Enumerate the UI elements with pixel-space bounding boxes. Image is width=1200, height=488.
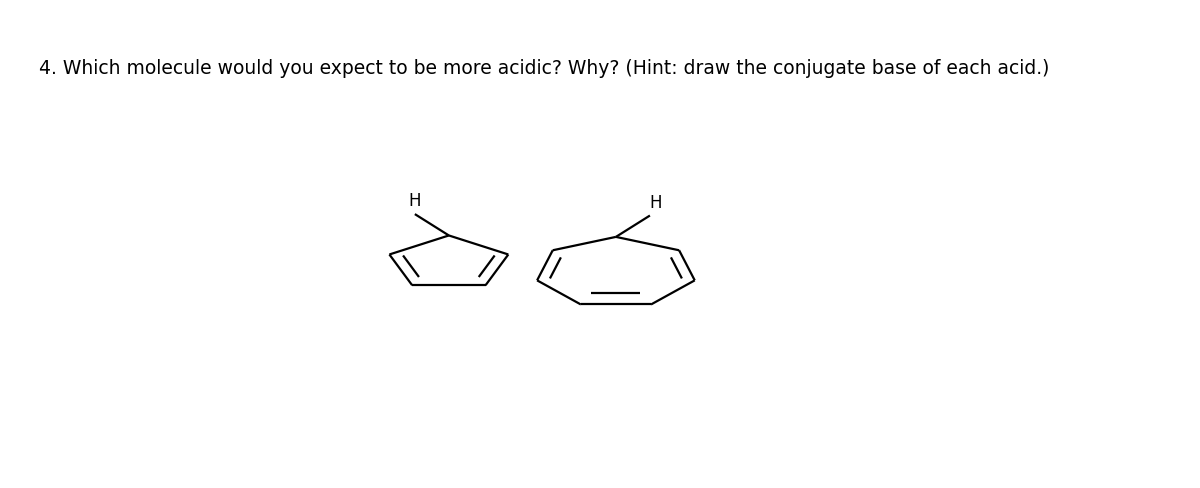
Text: H: H [409, 192, 421, 210]
Text: H: H [649, 194, 661, 212]
Text: 4. Which molecule would you expect to be more acidic? Why? (Hint: draw the conju: 4. Which molecule would you expect to be… [40, 59, 1050, 78]
